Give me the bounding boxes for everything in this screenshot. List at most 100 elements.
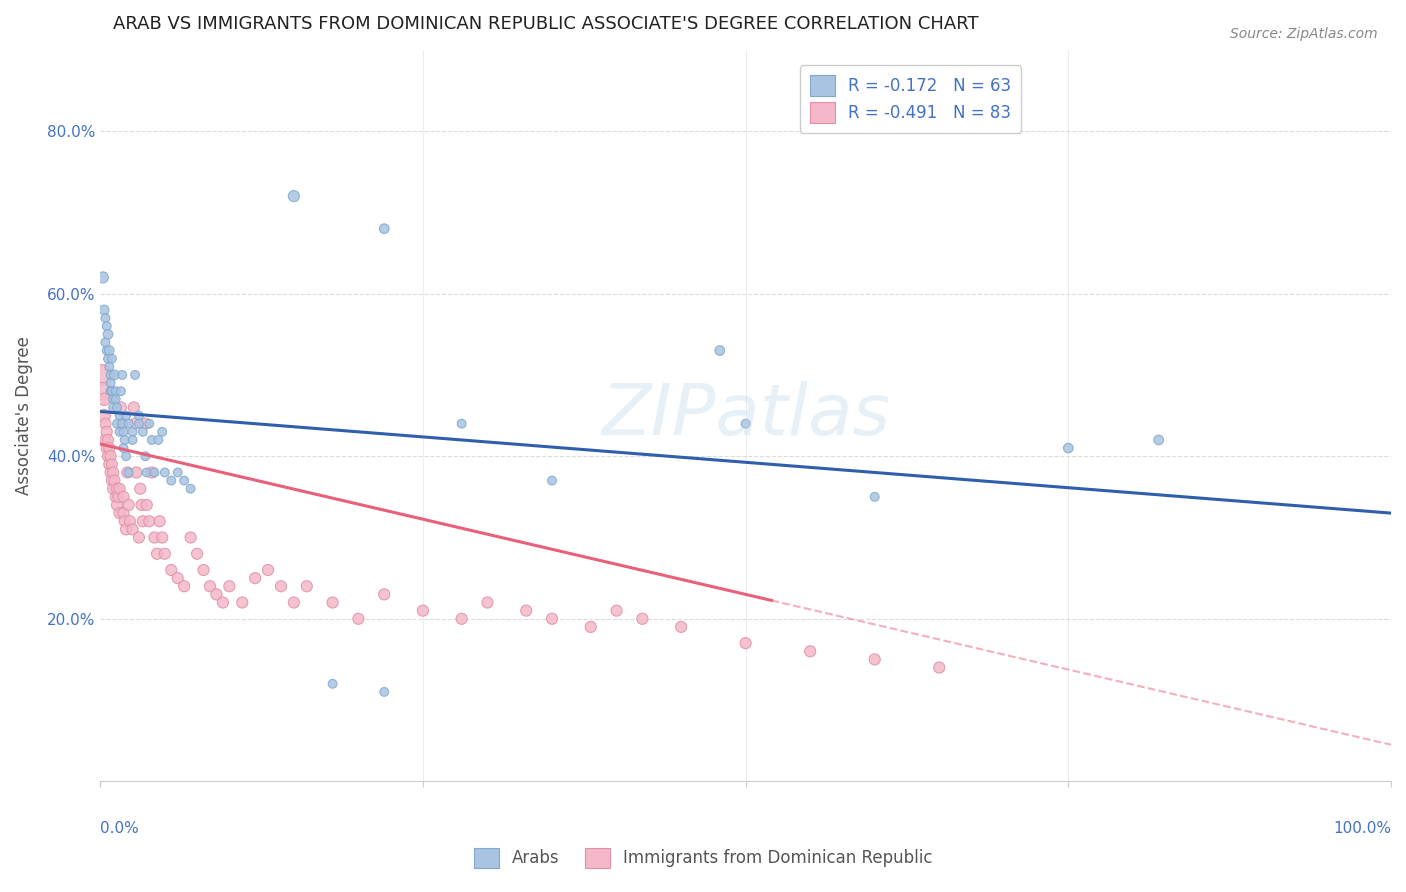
Point (105, 482, 128, 496)
Point (121, 425, 143, 439)
Point (108, 409, 131, 423)
Point (94, 433, 117, 447)
Point (108, 506, 131, 520)
Point (101, 401, 124, 415)
Point (104, 392, 127, 407)
Point (270, 579, 292, 593)
Point (117, 498, 139, 512)
Point (231, 595, 253, 609)
Point (134, 417, 156, 431)
Point (1147, 433, 1170, 447)
Point (101, 351, 124, 366)
Point (121, 522, 143, 536)
Point (131, 498, 153, 512)
Point (96, 319, 118, 334)
Text: 100.0%: 100.0% (1333, 821, 1391, 836)
Point (1057, 441, 1080, 455)
Point (734, 417, 756, 431)
Point (98, 441, 121, 455)
Point (122, 401, 145, 415)
Point (669, 620, 692, 634)
Point (96, 441, 118, 455)
Point (322, 677, 344, 691)
Point (186, 547, 208, 561)
Point (100, 466, 122, 480)
Point (98, 458, 121, 472)
Point (125, 466, 148, 480)
Point (111, 368, 134, 382)
Point (709, 343, 731, 358)
Point (373, 587, 395, 601)
Text: ZIPatlas: ZIPatlas (602, 381, 890, 450)
Point (283, 189, 305, 203)
Legend: Arabs, Immigrants from Dominican Republic: Arabs, Immigrants from Dominican Republi… (467, 841, 939, 875)
Point (96, 425, 118, 439)
Point (128, 409, 150, 423)
Point (477, 595, 499, 609)
Point (115, 449, 138, 463)
Point (450, 417, 472, 431)
Point (295, 579, 318, 593)
Point (149, 514, 172, 528)
Point (94, 335, 117, 350)
Point (180, 531, 202, 545)
Point (101, 474, 124, 488)
Point (141, 466, 163, 480)
Point (129, 482, 152, 496)
Point (198, 579, 221, 593)
Point (135, 498, 157, 512)
Point (118, 514, 141, 528)
Point (515, 604, 537, 618)
Legend: R = -0.172   N = 63, R = -0.491   N = 83: R = -0.172 N = 63, R = -0.491 N = 83 (800, 65, 1021, 133)
Point (114, 514, 136, 528)
Point (541, 474, 564, 488)
Point (257, 563, 280, 577)
Point (100, 384, 122, 399)
Point (863, 490, 886, 504)
Point (243, 571, 266, 585)
Point (98, 343, 121, 358)
Point (283, 595, 305, 609)
Point (111, 417, 134, 431)
Point (541, 612, 564, 626)
Point (128, 531, 150, 545)
Point (93, 409, 115, 423)
Point (101, 458, 124, 472)
Point (105, 401, 128, 415)
Point (450, 612, 472, 626)
Point (97, 327, 120, 342)
Point (143, 466, 166, 480)
Point (579, 620, 602, 634)
Point (150, 425, 173, 439)
Point (606, 604, 628, 618)
Point (124, 368, 146, 382)
Point (134, 449, 156, 463)
Point (96, 343, 118, 358)
Point (115, 409, 138, 423)
Point (132, 514, 155, 528)
Y-axis label: Associate's Degree: Associate's Degree (15, 336, 32, 495)
Point (91, 384, 114, 399)
Point (148, 433, 170, 447)
Point (104, 384, 127, 399)
Point (100, 368, 122, 382)
Point (112, 425, 135, 439)
Point (105, 417, 128, 431)
Point (97, 449, 120, 463)
Point (93, 302, 115, 317)
Point (153, 547, 176, 561)
Point (631, 612, 654, 626)
Point (322, 595, 344, 609)
Point (166, 571, 188, 585)
Point (799, 644, 821, 658)
Point (100, 449, 122, 463)
Text: ARAB VS IMMIGRANTS FROM DOMINICAN REPUBLIC ASSOCIATE'S DEGREE CORRELATION CHART: ARAB VS IMMIGRANTS FROM DOMINICAN REPUBL… (112, 15, 979, 33)
Point (110, 401, 132, 415)
Point (138, 417, 160, 431)
Point (91, 270, 114, 285)
Point (94, 417, 117, 431)
Point (97, 433, 120, 447)
Point (114, 433, 136, 447)
Point (138, 514, 160, 528)
Point (112, 490, 135, 504)
